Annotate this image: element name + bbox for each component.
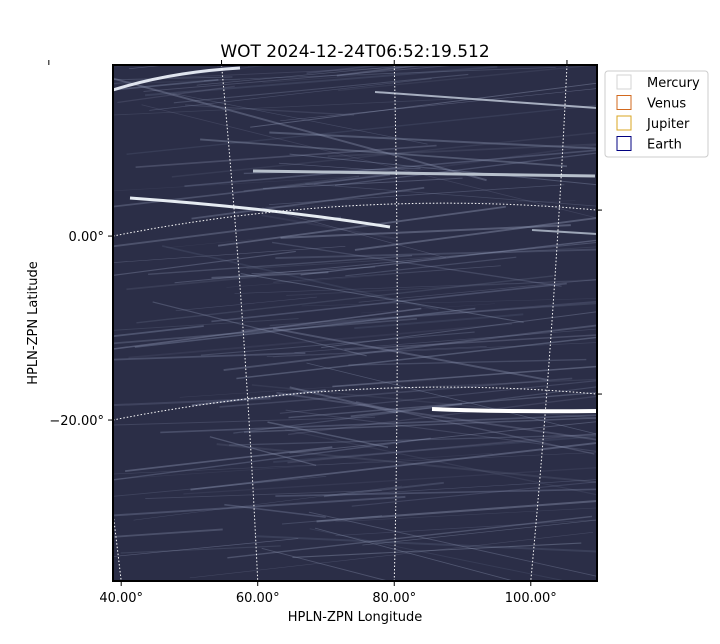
legend: Mercury Venus Jupiter Earth bbox=[604, 70, 709, 158]
y-tick-label: 0.00° bbox=[69, 230, 104, 245]
y-tick-label: −20.00° bbox=[49, 414, 104, 429]
x-tick-label: 80.00° bbox=[372, 591, 416, 606]
grid-line bbox=[113, 508, 122, 581]
legend-swatch bbox=[616, 95, 632, 110]
legend-label: Earth bbox=[647, 138, 682, 153]
x-tick-label: 60.00° bbox=[236, 591, 280, 606]
legend-label: Mercury bbox=[647, 76, 700, 91]
image-streaks bbox=[113, 65, 597, 581]
grid-line bbox=[113, 202, 597, 237]
x-tick-label: 100.00° bbox=[505, 591, 557, 606]
legend-swatch bbox=[616, 136, 632, 151]
legend-box bbox=[604, 70, 709, 158]
y-axis-label: HPLN-ZPN Latitude bbox=[26, 261, 41, 384]
plot-frame bbox=[112, 64, 598, 582]
chart-title: WOT 2024-12-24T06:52:19.512 bbox=[220, 42, 489, 62]
grid-line bbox=[113, 386, 597, 421]
image-background bbox=[113, 65, 597, 581]
x-tick-label: 40.00° bbox=[99, 591, 143, 606]
grid-line bbox=[221, 65, 259, 581]
grid-line bbox=[530, 65, 568, 581]
legend-swatch bbox=[616, 74, 632, 90]
x-axis-label: HPLN-ZPN Longitude bbox=[288, 610, 423, 625]
legend-label: Venus bbox=[647, 97, 686, 112]
legend-swatch bbox=[616, 115, 632, 131]
grid-line bbox=[393, 65, 398, 581]
legend-label: Jupiter bbox=[646, 117, 690, 132]
